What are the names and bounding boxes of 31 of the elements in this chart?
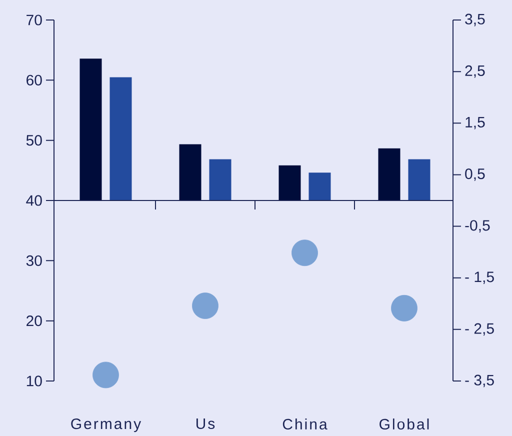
y-tick-label: 60 — [26, 74, 42, 86]
y2-tick-label: -0,5 — [465, 220, 490, 232]
bar — [110, 77, 132, 200]
y-tick-label: 10 — [26, 376, 42, 386]
y2-tick-label: - 3,5 — [465, 374, 494, 388]
y-tick-label: 30 — [26, 255, 42, 266]
x-tick-label: Us — [196, 418, 215, 429]
bar — [80, 58, 102, 200]
y2-tick-label: 3,5 — [465, 14, 485, 26]
x-tick-label: Germany — [71, 418, 142, 432]
x-tick-label: Global — [380, 418, 429, 430]
point — [292, 240, 318, 266]
y-tick-label: 50 — [26, 135, 42, 146]
y2-tick-label: 2,5 — [465, 65, 485, 78]
x-tick-label: China — [282, 418, 328, 430]
bar — [378, 148, 400, 200]
y2-tick-label: - 2,5 — [465, 323, 494, 336]
y2-tick-label: - 1,5 — [465, 272, 494, 284]
y-tick-label: 40 — [26, 195, 42, 206]
y-tick-label: 70 — [26, 14, 42, 26]
bar — [308, 172, 331, 200]
bar — [408, 159, 430, 200]
y2-tick-label: 0,5 — [465, 168, 485, 181]
y2-tick-label: 1,5 — [466, 117, 485, 130]
point — [391, 294, 418, 322]
bar — [179, 144, 202, 200]
bar — [209, 159, 232, 200]
point — [192, 292, 218, 319]
bar — [278, 165, 301, 200]
y-tick-label: 20 — [26, 316, 42, 326]
point — [92, 362, 119, 388]
